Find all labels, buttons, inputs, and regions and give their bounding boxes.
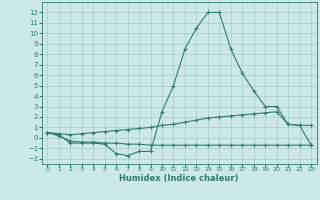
X-axis label: Humidex (Indice chaleur): Humidex (Indice chaleur) bbox=[119, 174, 239, 183]
